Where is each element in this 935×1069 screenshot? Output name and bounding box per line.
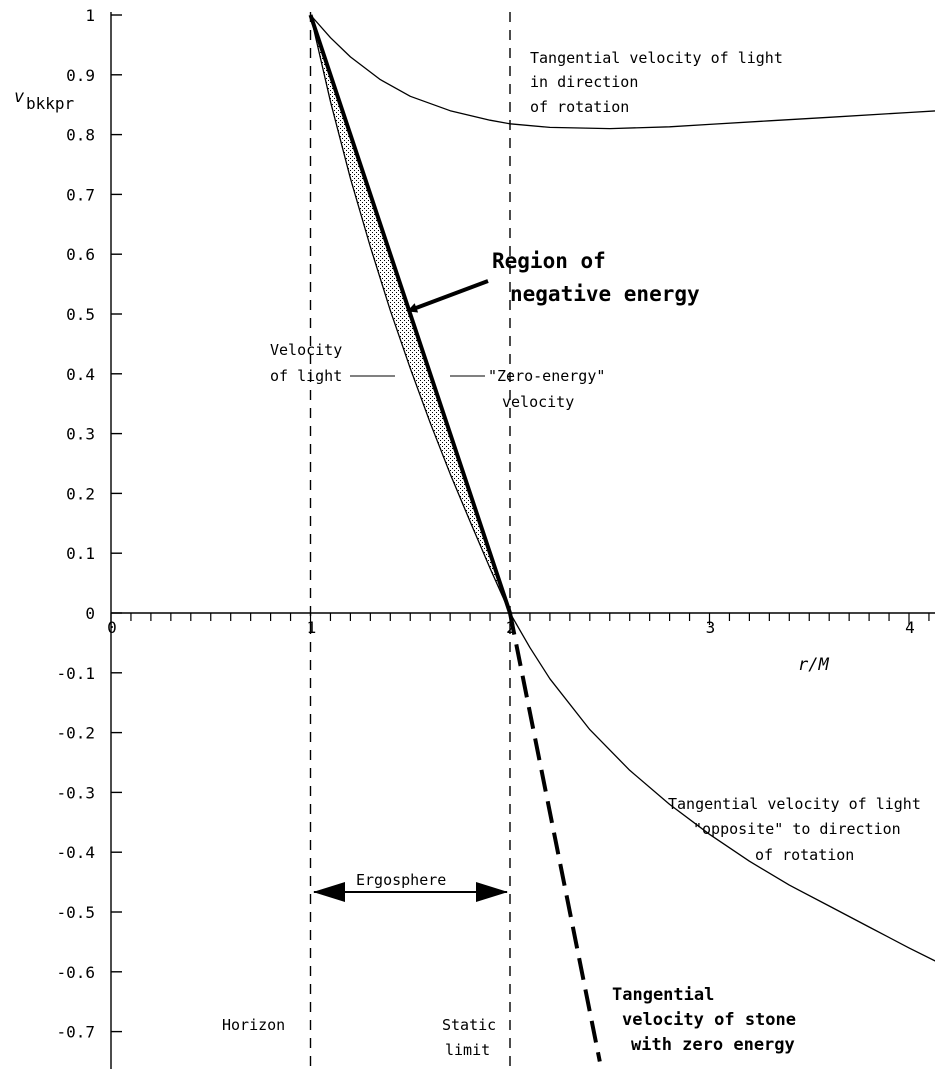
- series-line-4: [508, 612, 602, 1062]
- annotation-velocity-of-light: Velocity of light: [270, 341, 395, 385]
- ergosphere-label: Ergosphere: [356, 871, 446, 889]
- annotation-ergosphere: Ergosphere: [313, 871, 508, 902]
- annotation-line: "opposite" to direction: [693, 820, 901, 838]
- ergosphere-arrow-left: [313, 882, 345, 902]
- reference-lines: [309, 12, 511, 1069]
- y-tick-label: 0.5: [66, 305, 95, 324]
- annotation-line: "Zero-energy": [488, 367, 605, 385]
- series-line-3: [309, 14, 935, 962]
- y-tick-label: 0.1: [66, 544, 95, 563]
- annotation-zero-energy-velocity: "Zero-energy" velocity: [450, 367, 605, 411]
- annotation-line: of light: [270, 367, 342, 385]
- x-axis-label: r/M: [798, 655, 829, 675]
- series: [308, 14, 935, 1062]
- axes: [110, 12, 935, 1069]
- ergosphere-arrow-right: [476, 882, 508, 902]
- annotation-line: velocity of stone: [622, 1010, 796, 1030]
- y-tick-label: 0.7: [66, 185, 95, 204]
- series-line-2: [308, 14, 512, 614]
- region-arrow: [407, 279, 489, 313]
- annotation-line: Tangential velocity of light: [530, 49, 783, 67]
- static-limit-label: Static limit: [442, 1016, 496, 1059]
- y-tick-label: -0.6: [56, 963, 95, 982]
- series-line-1: [310, 14, 935, 130]
- annotation-line: of rotation: [530, 98, 629, 116]
- horizon-label: Horizon: [222, 1016, 285, 1034]
- y-tick-label: 0.6: [66, 245, 95, 264]
- annotation-stone-zero-energy: Tangential velocity of stone with zero e…: [612, 985, 796, 1055]
- annotation-line: limit: [445, 1041, 490, 1059]
- y-tick-label: 0.9: [66, 66, 95, 85]
- y-tick-label: -0.3: [56, 783, 95, 802]
- annotation-line: in direction: [530, 73, 638, 91]
- y-tick-label: 1: [85, 6, 95, 25]
- annotation-retrograde-light: Tangential velocity of light "opposite" …: [668, 795, 921, 864]
- annotation-line: Static: [442, 1016, 496, 1034]
- annotation-line: negative energy: [510, 282, 700, 306]
- y-tick-label: -0.1: [56, 664, 95, 683]
- y-axis-label-main: v: [14, 87, 25, 107]
- y-tick-label: -0.5: [56, 903, 95, 922]
- x-tick-label: 2: [506, 618, 516, 637]
- y-tick-label: -0.4: [56, 843, 95, 862]
- y-tick-label: 0.3: [66, 425, 95, 444]
- y-tick-label: 0.8: [66, 126, 95, 145]
- annotation-region-negative-energy: Region of negative energy: [407, 249, 700, 313]
- annotation-line: Tangential: [612, 985, 714, 1005]
- y-tick-label: 0.4: [66, 365, 95, 384]
- y-axis-label: v bkkpr: [14, 87, 75, 113]
- x-tick-label: 0: [107, 618, 117, 637]
- annotation-line: Region of: [492, 249, 606, 273]
- annotation-line: Velocity: [270, 341, 342, 359]
- x-tick-label: 4: [905, 618, 915, 637]
- annotation-line: of rotation: [755, 846, 854, 864]
- y-axis-label-subscript: bkkpr: [26, 94, 75, 113]
- annotation-line: velocity: [502, 393, 574, 411]
- y-tick-label: -0.7: [56, 1023, 95, 1042]
- annotation-line: with zero energy: [631, 1035, 795, 1055]
- annotation-line: Tangential velocity of light: [668, 795, 921, 813]
- x-tick-label: 3: [706, 618, 716, 637]
- y-tick-label: -0.2: [56, 724, 95, 743]
- y-tick-label: 0: [85, 604, 95, 623]
- annotation-prograde-light: Tangential velocity of light in directio…: [530, 49, 783, 116]
- x-tick-label: 1: [307, 618, 317, 637]
- tick-labels: 1 0.9 0.8 0.7 0.6 0.5 0.4 0.3 0.2 0.1 0 -0.1 -0.2 -0.…: [56, 6, 914, 1042]
- y-tick-label: 0.2: [66, 484, 95, 503]
